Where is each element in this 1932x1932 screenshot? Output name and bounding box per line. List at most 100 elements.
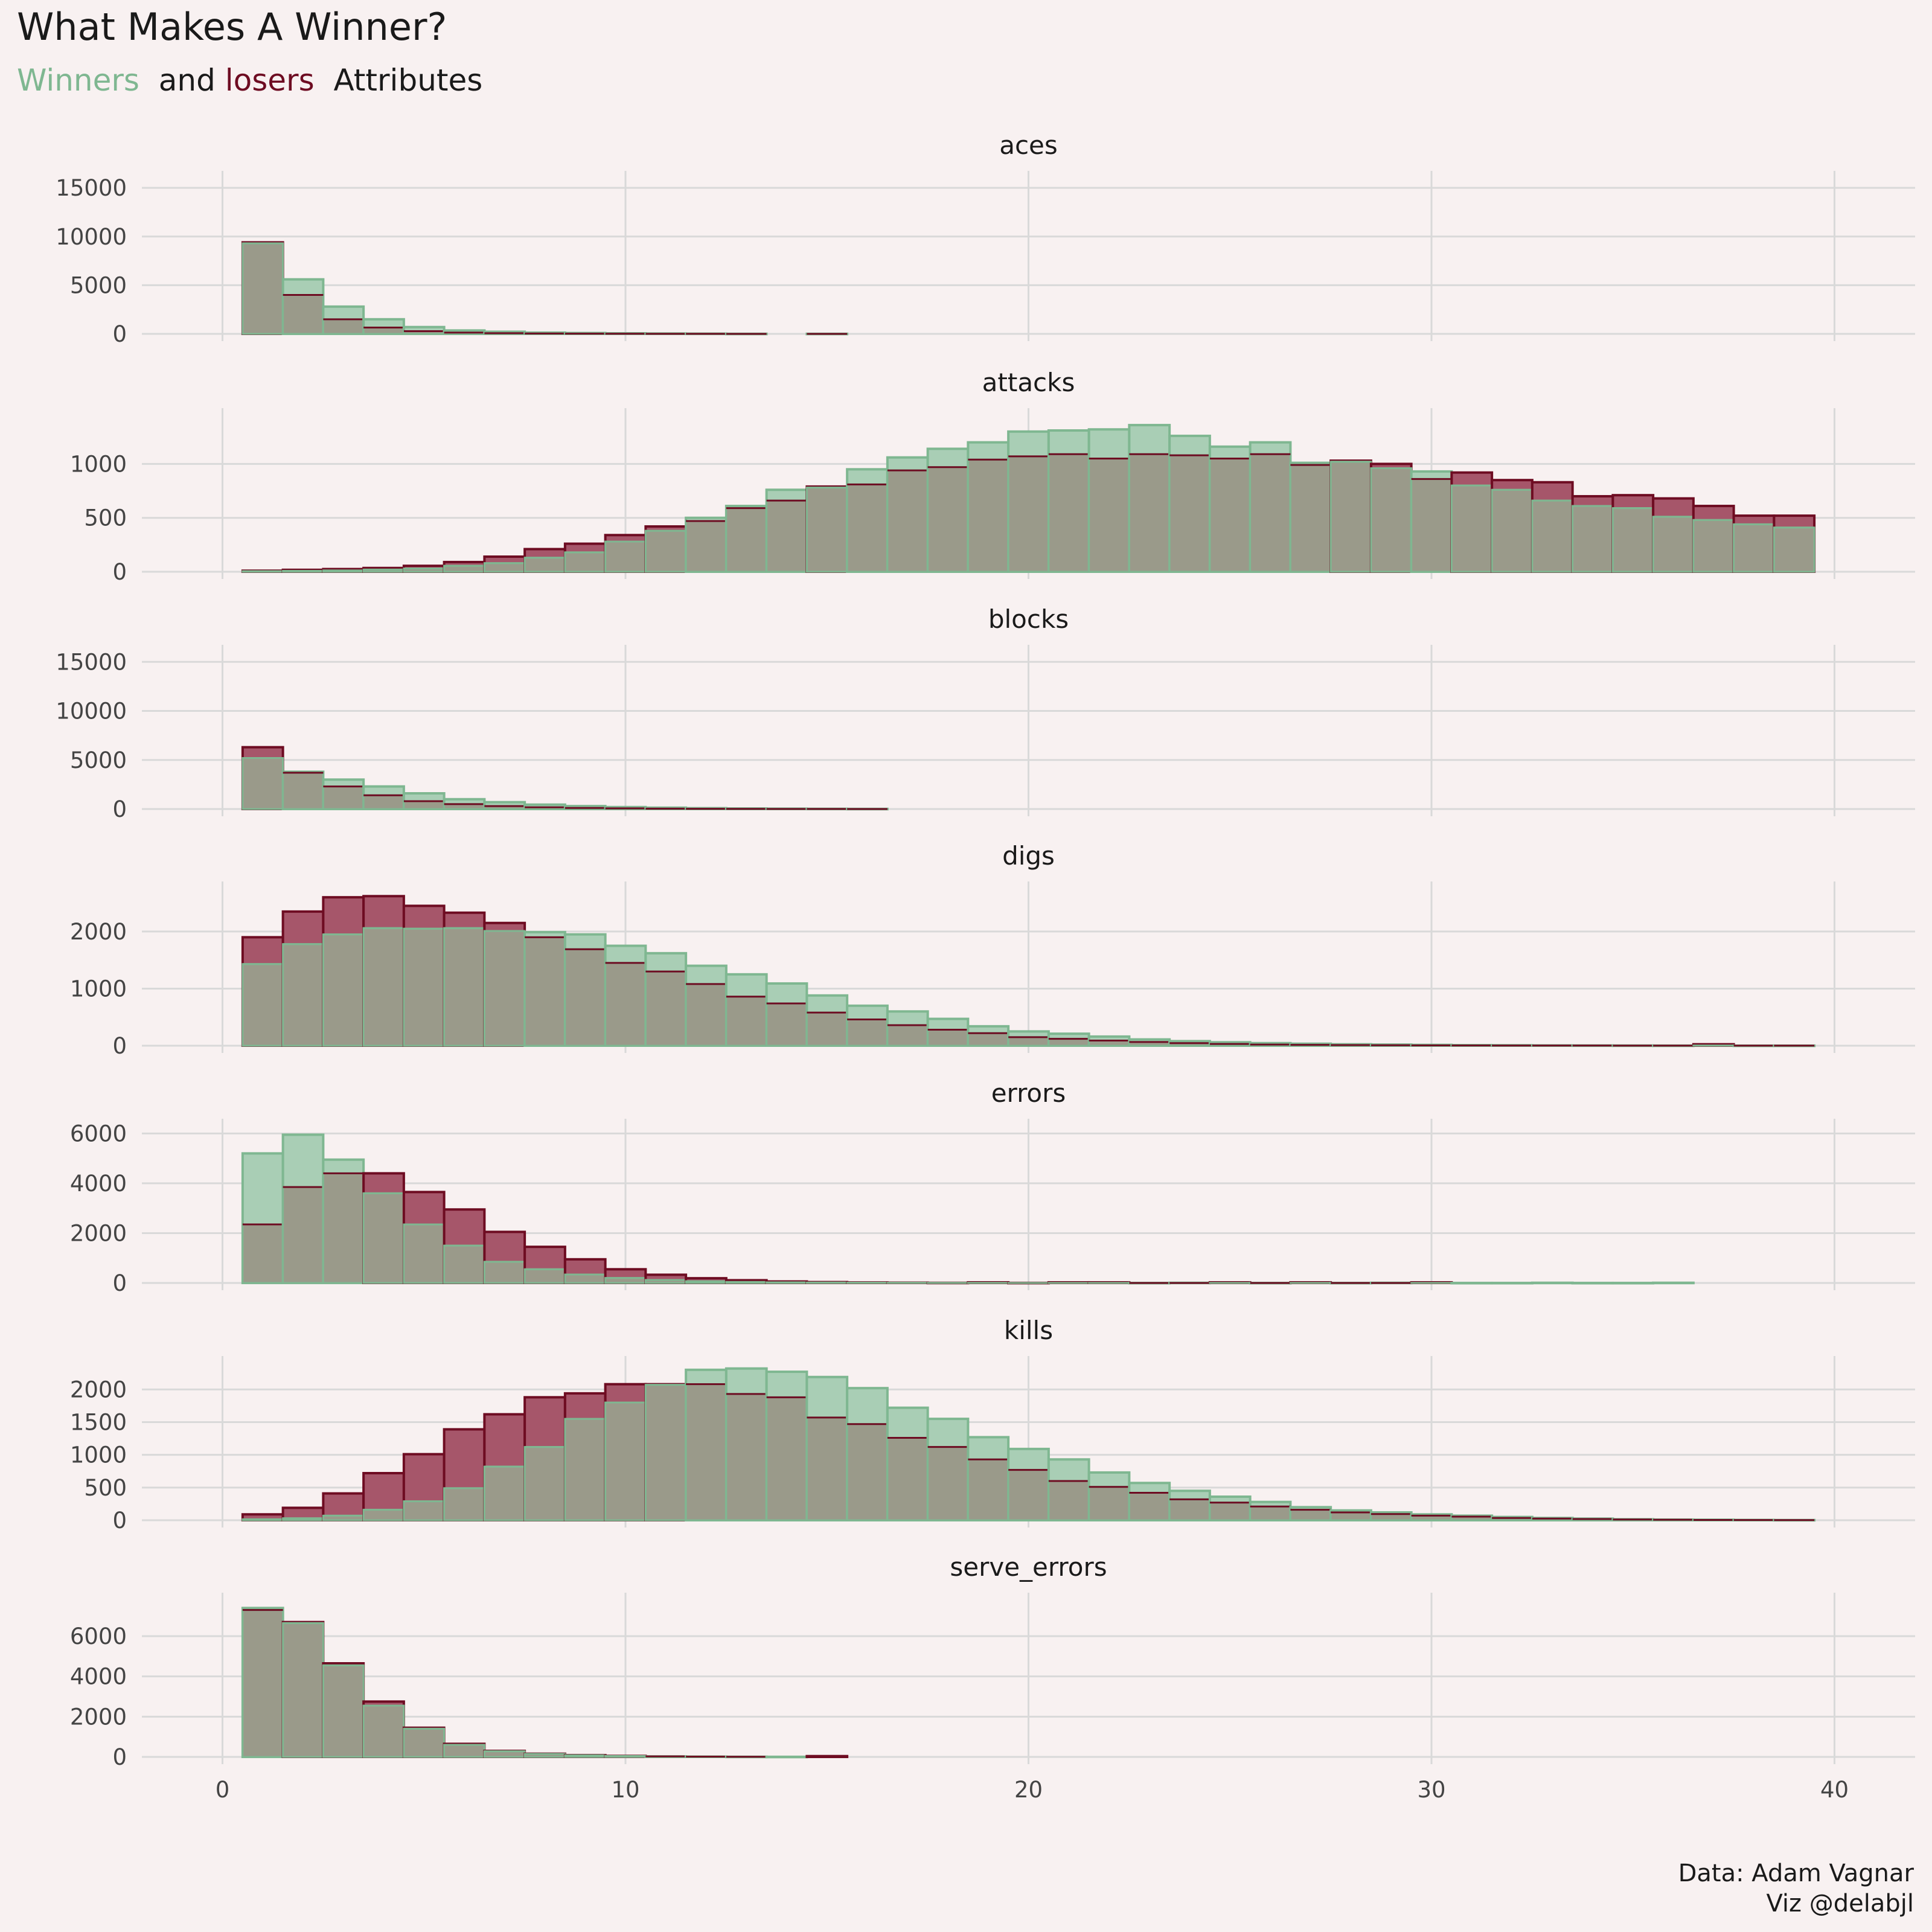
bar-overlap-kills-14 (766, 1396, 808, 1521)
bar-overlap-kills-29 (1370, 1513, 1413, 1521)
bar-overlap-attacks-26 (1249, 453, 1291, 573)
bar-overlap-attacks-7 (483, 562, 526, 573)
x-tick-label: 40 (1820, 1777, 1849, 1803)
bar-overlap-kills-6 (443, 1487, 485, 1521)
bar-overlap-kills-5 (403, 1500, 446, 1521)
bar-overlap-attacks-22 (1088, 457, 1130, 573)
y-tick-label: 0 (112, 1033, 127, 1059)
y-tick-label: 0 (112, 559, 127, 585)
bar-overlap-kills-4 (362, 1509, 405, 1521)
bar-overlap-kills-25 (1209, 1502, 1252, 1521)
bar-losers-serve_errors-15 (805, 1754, 849, 1759)
y-tick-label: 2000 (70, 1704, 127, 1730)
bar-overlap-attacks-37 (1692, 519, 1735, 573)
bar-overlap-attacks-32 (1491, 488, 1534, 573)
chart-subtitle: Winners and losers Attributes (17, 63, 482, 98)
bar-winners-errors-35 (1611, 1281, 1655, 1285)
y-tick-label: 5000 (70, 272, 127, 298)
y-tick-label: 10000 (56, 224, 127, 250)
bar-overlap-aces-1 (242, 242, 284, 335)
bar-overlap-kills-8 (523, 1446, 566, 1521)
bar-overlap-blocks-3 (322, 785, 365, 810)
bar-winners-serve_errors-14 (765, 1755, 808, 1759)
bar-overlap-aces-4 (362, 327, 405, 335)
bar-overlap-errors-7 (483, 1261, 526, 1284)
bar-overlap-digs-19 (967, 1032, 1009, 1047)
bar-overlap-serve_errors-2 (282, 1622, 324, 1758)
bar-overlap-attacks-18 (927, 466, 969, 573)
bar-overlap-kills-17 (886, 1437, 929, 1521)
facet-label-kills: kills (1004, 1316, 1053, 1345)
bar-overlap-attacks-9 (564, 551, 607, 573)
bar-overlap-attacks-8 (523, 557, 566, 573)
bar-overlap-digs-13 (725, 996, 768, 1047)
facet-blocks: blocks 0 5000 10000 15000 (56, 604, 1915, 822)
bar-overlap-attacks-11 (644, 529, 687, 573)
facet-aces: aces 0 5000 10000 15000 (56, 130, 1915, 347)
bar-overlap-kills-7 (483, 1465, 526, 1521)
bar-overlap-digs-9 (564, 948, 607, 1047)
y-tick-label: 0 (112, 796, 127, 822)
bar-overlap-attacks-21 (1048, 453, 1090, 573)
y-tick-label: 4000 (70, 1664, 127, 1690)
bar-overlap-kills-19 (967, 1458, 1009, 1521)
y-tick-label: 1500 (70, 1410, 127, 1436)
y-tick-label: 500 (84, 1475, 127, 1501)
bar-overlap-digs-12 (685, 983, 728, 1047)
bar-overlap-digs-3 (322, 933, 365, 1047)
y-tick-label: 10000 (56, 699, 127, 724)
bar-overlap-digs-16 (846, 1019, 889, 1047)
bar-overlap-kills-15 (805, 1416, 848, 1521)
bar-overlap-aces-3 (322, 318, 365, 335)
x-tick-label: 20 (1014, 1777, 1043, 1803)
bar-overlap-kills-16 (846, 1423, 889, 1521)
bar-overlap-digs-2 (282, 943, 324, 1047)
bar-overlap-attacks-34 (1572, 505, 1614, 573)
bar-overlap-attacks-23 (1128, 453, 1171, 573)
bar-overlap-attacks-14 (766, 499, 808, 573)
bar-overlap-attacks-39 (1773, 526, 1815, 573)
bar-overlap-attacks-25 (1209, 457, 1252, 573)
y-tick-label: 2000 (70, 1220, 127, 1246)
bar-overlap-attacks-29 (1370, 467, 1413, 573)
bar-overlap-digs-20 (1007, 1036, 1050, 1047)
y-tick-label: 0 (112, 1508, 127, 1534)
y-tick-label: 1000 (70, 451, 127, 477)
x-tick-label: 10 (611, 1777, 639, 1803)
bar-winners-errors-36 (1652, 1281, 1695, 1285)
bar-overlap-errors-1 (242, 1223, 284, 1284)
bar-winners-errors-34 (1571, 1281, 1614, 1285)
bar-overlap-blocks-2 (282, 772, 324, 810)
subtitle-losers: losers (225, 63, 315, 98)
bar-overlap-kills-27 (1289, 1509, 1332, 1521)
bar-overlap-errors-6 (443, 1244, 485, 1284)
y-tick-label: 500 (84, 505, 127, 531)
chart-caption: Data: Adam Vagnar Viz @delabjl (1678, 1858, 1914, 1919)
bar-overlap-attacks-27 (1289, 464, 1332, 573)
facet-kills: kills 0 500 1000 1500 2000 (70, 1316, 1915, 1534)
bar-overlap-kills-24 (1168, 1498, 1211, 1521)
y-tick-label: 15000 (56, 175, 127, 201)
bar-overlap-digs-11 (644, 970, 687, 1047)
bar-overlap-digs-5 (403, 927, 446, 1047)
y-tick-label: 6000 (70, 1121, 127, 1147)
x-tick-label: 30 (1417, 1777, 1445, 1803)
bar-overlap-attacks-19 (967, 458, 1009, 573)
bar-overlap-blocks-5 (403, 800, 446, 810)
bar-overlap-kills-20 (1007, 1469, 1050, 1521)
bar-overlap-attacks-24 (1168, 454, 1211, 573)
bar-overlap-digs-18 (927, 1029, 969, 1047)
bar-overlap-attacks-30 (1410, 478, 1453, 573)
y-tick-label: 1000 (70, 1442, 127, 1468)
bar-overlap-digs-7 (483, 930, 526, 1047)
bar-overlap-serve_errors-5 (403, 1727, 446, 1758)
bar-overlap-attacks-38 (1733, 523, 1775, 573)
bar-overlap-attacks-33 (1531, 499, 1574, 573)
bar-overlap-errors-5 (403, 1223, 446, 1284)
bar-overlap-serve_errors-4 (362, 1704, 405, 1758)
y-tick-label: 2000 (70, 1377, 127, 1403)
bar-overlap-attacks-17 (886, 469, 929, 573)
bar-overlap-attacks-16 (846, 483, 889, 573)
caption-data-source: Data: Adam Vagnar (1678, 1860, 1914, 1887)
